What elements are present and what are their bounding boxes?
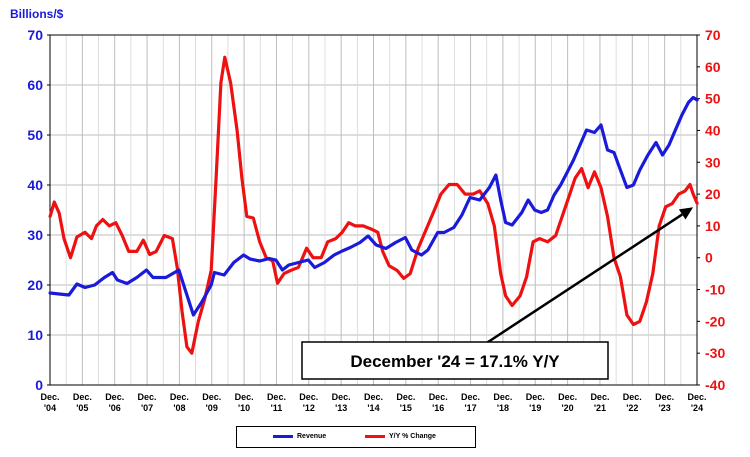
left-tick-label: 40 <box>27 177 43 193</box>
x-tick-label-top: Dec. <box>558 392 577 402</box>
left-tick-label: 30 <box>27 227 43 243</box>
x-tick-label-bottom: '21 <box>594 403 606 413</box>
series-line-y-y-change <box>48 55 699 355</box>
x-tick-label-bottom: '19 <box>529 403 541 413</box>
x-tick-label-bottom: '13 <box>335 403 347 413</box>
right-tick-label: 60 <box>705 59 721 75</box>
x-tick-label-top: Dec. <box>170 392 189 402</box>
right-tick-label: 10 <box>705 218 721 234</box>
right-tick-label: 50 <box>705 91 721 107</box>
annotation-arrow <box>484 213 683 346</box>
left-tick-label: 70 <box>27 27 43 43</box>
x-tick-label-top: Dec. <box>138 392 157 402</box>
x-tick-label-bottom: '16 <box>432 403 444 413</box>
x-tick-label-top: Dec. <box>364 392 383 402</box>
x-tick-label-top: Dec. <box>493 392 512 402</box>
x-tick-label-top: Dec. <box>429 392 448 402</box>
x-axis-ticks: Dec.'04Dec.'05Dec.'06Dec.'07Dec.'08Dec.'… <box>40 392 706 413</box>
x-tick-label-bottom: '04 <box>44 403 56 413</box>
x-tick-label-bottom: '10 <box>238 403 250 413</box>
x-tick-label-bottom: '23 <box>659 403 671 413</box>
x-tick-label-bottom: '05 <box>76 403 88 413</box>
left-tick-label: 10 <box>27 327 43 343</box>
x-tick-label-top: Dec. <box>40 392 59 402</box>
x-tick-label-bottom: '11 <box>271 403 283 413</box>
left-tick-label: 60 <box>27 77 43 93</box>
right-tick-label: -40 <box>705 377 725 393</box>
x-tick-label-top: Dec. <box>267 392 286 402</box>
x-tick-label-top: Dec. <box>461 392 480 402</box>
legend-label-revenue: Revenue <box>297 433 327 440</box>
right-tick-label: 20 <box>705 186 721 202</box>
x-tick-label-bottom: '15 <box>400 403 412 413</box>
x-tick-label-bottom: '22 <box>626 403 638 413</box>
right-tick-label: 40 <box>705 122 721 138</box>
x-tick-label-top: Dec. <box>687 392 706 402</box>
x-tick-label-top: Dec. <box>396 392 415 402</box>
legend-item-revenue: Revenue <box>273 433 326 440</box>
grid-lines <box>49 34 698 386</box>
x-tick-label-bottom: '07 <box>141 403 153 413</box>
x-tick-label-bottom: '08 <box>173 403 185 413</box>
left-axis-title: Billions/$ <box>10 7 64 21</box>
series-line-revenue <box>48 95 699 317</box>
legend-label-yy-change: Y/Y % Change <box>389 433 436 440</box>
x-tick-label-top: Dec. <box>332 392 351 402</box>
x-tick-label-top: Dec. <box>590 392 609 402</box>
right-tick-label: 0 <box>705 250 713 266</box>
annotation-arrow-head <box>678 207 694 220</box>
right-tick-label: -10 <box>705 282 725 298</box>
x-tick-label-top: Dec. <box>655 392 674 402</box>
legend-item-yy-change: Y/Y % Change <box>365 433 436 440</box>
right-tick-label: -30 <box>705 345 725 361</box>
x-tick-label-bottom: '24 <box>691 403 703 413</box>
x-tick-label-bottom: '09 <box>206 403 218 413</box>
x-tick-label-top: Dec. <box>526 392 545 402</box>
left-tick-label: 20 <box>27 277 43 293</box>
right-tick-label: 70 <box>705 27 721 43</box>
series-layer <box>48 55 699 355</box>
plot-frame <box>49 34 698 386</box>
legend: Revenue Y/Y % Change <box>236 426 476 448</box>
x-tick-label-bottom: '17 <box>464 403 476 413</box>
left-tick-label: 50 <box>27 127 43 143</box>
annotation-text: December '24 = 17.1% Y/Y <box>350 352 560 371</box>
x-tick-label-bottom: '12 <box>303 403 315 413</box>
x-tick-label-bottom: '06 <box>109 403 121 413</box>
left-axis-ticks: 0 10 20 30 40 50 60 70 <box>27 27 50 393</box>
right-tick-label: 30 <box>705 154 721 170</box>
legend-swatch-revenue <box>273 435 293 438</box>
right-axis-ticks: -40 -30 -20 -10 0 10 20 30 40 50 60 70 <box>697 27 725 393</box>
right-tick-label: -20 <box>705 313 725 329</box>
x-tick-label-top: Dec. <box>299 392 318 402</box>
annotation-box <box>301 341 609 380</box>
x-tick-label-top: Dec. <box>623 392 642 402</box>
x-tick-label-bottom: '20 <box>562 403 574 413</box>
x-tick-label-bottom: '14 <box>367 403 379 413</box>
x-tick-label-top: Dec. <box>235 392 254 402</box>
x-tick-label-top: Dec. <box>105 392 124 402</box>
x-tick-label-top: Dec. <box>202 392 221 402</box>
legend-swatch-yy-change <box>365 435 385 438</box>
annotation: December '24 = 17.1% Y/Y <box>301 207 694 380</box>
x-tick-label-bottom: '18 <box>497 403 509 413</box>
left-tick-label: 0 <box>35 377 43 393</box>
x-tick-label-top: Dec. <box>73 392 92 402</box>
